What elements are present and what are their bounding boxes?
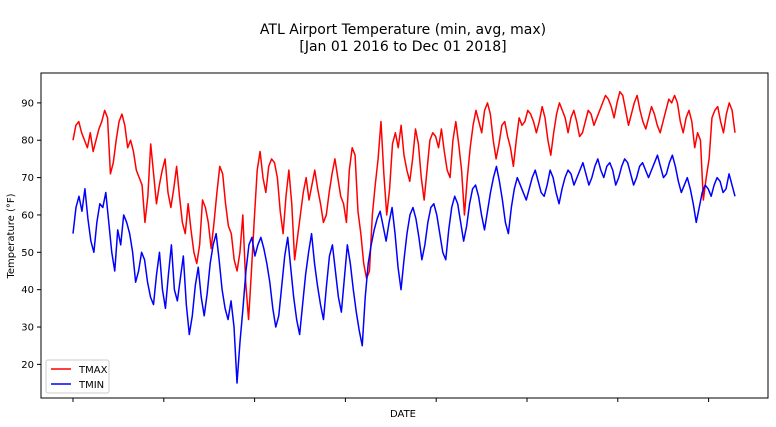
- y-tick-label: 20: [21, 360, 34, 371]
- y-tick-label: 30: [21, 323, 34, 334]
- legend-label-tmax: TMAX: [78, 365, 108, 376]
- legend-label-tmin: TMIN: [78, 380, 104, 391]
- y-axis-label: Temperature (°F): [6, 193, 17, 279]
- y-tick-label: 40: [21, 285, 34, 296]
- y-tick-label: 60: [21, 210, 34, 221]
- y-tick-label: 90: [21, 98, 34, 109]
- y-tick-label: 70: [21, 173, 34, 184]
- chart-title: ATL Airport Temperature (min, avg, max): [260, 22, 546, 38]
- axes-frame: [40, 72, 769, 399]
- chart-subtitle: [Jan 01 2016 to Dec 01 2018]: [299, 39, 506, 55]
- legend: TMAX TMIN: [45, 359, 110, 394]
- x-axis-label: DATE: [390, 409, 416, 420]
- y-tick-label: 80: [21, 136, 34, 147]
- series-line-tmin: [72, 154, 736, 384]
- series-line-tmax: [72, 90, 736, 321]
- plot-area: 20 30 40 50 60 70 80 90: [21, 72, 769, 402]
- y-tick-label: 50: [21, 248, 34, 259]
